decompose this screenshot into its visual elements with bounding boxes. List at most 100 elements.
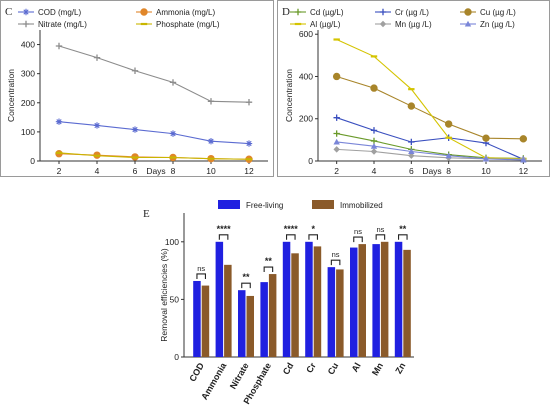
panel-c-data-point: [93, 54, 101, 61]
panel-c-legend-label: Ammonia (mg/L): [156, 8, 215, 17]
panel-c-legend-marker: [22, 8, 30, 16]
bar-legend-swatch: [312, 200, 334, 209]
panel-c-frame: [0, 0, 274, 177]
panel-d-series-line: [336, 39, 524, 160]
panel-d-data-point: [407, 102, 416, 110]
panel-d-letter: D: [282, 6, 290, 18]
bar-category-label: Cu: [326, 361, 341, 376]
panel-c-ylabel: Concentration: [6, 69, 16, 122]
bar-category-label: COD: [187, 361, 206, 384]
bar-free-living: [215, 241, 224, 357]
bar-ytick-label: 100: [165, 237, 179, 247]
panel-c-data-point: [169, 130, 177, 137]
panel-e-letter: E: [143, 208, 150, 220]
panel-c-xlabel: Days: [146, 166, 165, 176]
panel-c-data-point: [93, 122, 101, 129]
significance-label: *: [311, 224, 315, 234]
bar-immobilized: [336, 269, 344, 357]
significance-bracket: [308, 234, 318, 240]
significance-label: ns: [197, 264, 205, 273]
panel-d-xtick-label: 8: [446, 166, 451, 176]
bar-free-living: [394, 241, 403, 357]
panel-c-series-line: [58, 152, 250, 160]
panel-c-data-point: [131, 126, 139, 133]
panel-c: C 0 100 200 300 400 2 4 6 8 10 12 Days Concentration…: [0, 0, 274, 177]
panel-d-legend-marker: [294, 8, 302, 16]
panel-c-legend-label: Nitrate (mg/L): [38, 20, 87, 29]
panel-d-ylabel: Concentration: [284, 69, 294, 122]
bar-category-label: Nitrate: [228, 361, 251, 391]
bar-free-living: [193, 280, 201, 357]
panel-c-xtick-label: 8: [171, 166, 176, 176]
panel-d-ytick-label: 0: [308, 156, 313, 166]
panel-d-xtick-label: 6: [409, 166, 414, 176]
bar-immobilized: [380, 241, 389, 357]
panel-d-legend-marker: [464, 8, 472, 16]
bar-immobilized: [313, 246, 322, 357]
significance-bracket: [398, 234, 408, 240]
bar-immobilized: [201, 285, 210, 357]
panel-d-legend-marker: [464, 20, 472, 27]
panel-d-data-point: [333, 114, 340, 121]
panel-d-ytick-label: 400: [299, 71, 313, 81]
bar-free-living: [260, 282, 268, 357]
panel-d: D 0 200 400 600 2 4 6 8 10 12 Days Concentration Cd …: [277, 0, 550, 177]
panel-d-xtick-label: 10: [481, 166, 491, 176]
bar-immobilized: [403, 249, 411, 357]
panel-d-data-point: [408, 138, 415, 146]
panel-d-legend-label: Zn (µg /L): [480, 20, 515, 29]
bar-immobilized: [224, 264, 232, 357]
panel-d-data-point: [333, 146, 340, 153]
panel-d-xlabel: Days: [422, 166, 441, 176]
significance-label: **: [399, 224, 407, 234]
significance-bracket: [218, 234, 229, 240]
panel-c-xtick-label: 10: [206, 166, 216, 176]
bar-free-living: [372, 244, 380, 357]
bar-category-label: Zn: [393, 361, 407, 376]
bar-free-living: [327, 267, 336, 357]
panel-c-letter: C: [5, 6, 12, 18]
panel-c-legend-marker: [22, 20, 30, 28]
bar-free-living: [238, 290, 246, 357]
panel-c-data-point: [169, 79, 177, 86]
panel-c-data-point: [245, 140, 253, 147]
panel-c-data-point: [131, 67, 139, 74]
panel-d-legend-marker: [379, 8, 387, 16]
panel-c-xtick-label: 12: [244, 166, 254, 176]
panel-d-data-point: [444, 120, 453, 128]
panel-d-data-point: [370, 148, 378, 155]
bar-immobilized: [291, 253, 299, 357]
panel-d-legend-marker: [379, 20, 387, 28]
panel-d-data-point: [445, 152, 452, 159]
panel-c-ytick-label: 200: [21, 98, 35, 108]
panel-d-legend-label: Al (µg/L): [310, 20, 341, 29]
panel-d-data-point: [370, 127, 378, 134]
panel-c-data-point: [245, 98, 253, 106]
significance-bracket: [263, 266, 274, 273]
bar-category-label: Cr: [304, 361, 318, 375]
bar-free-living: [350, 247, 358, 357]
panel-d-data-point: [332, 72, 341, 81]
panel-c-data-point: [207, 98, 215, 105]
panel-d-xtick-label: 4: [372, 166, 377, 176]
panel-d-xtick-label: 2: [334, 166, 339, 176]
significance-label: **: [242, 272, 250, 282]
panel-d-data-point: [370, 143, 378, 149]
panel-c-legend-label: Phosphate (mg/L): [156, 20, 220, 29]
panel-d-data-point: [519, 135, 528, 143]
bar-ytick-label: 50: [170, 294, 180, 304]
bar-legend-label: Immobilized: [340, 201, 383, 210]
bar-ylabel: Removal efficiencies (%): [159, 248, 169, 342]
panel-c-data-point: [55, 42, 63, 50]
panel-d-legend-label: Cd (µg/L): [310, 8, 344, 17]
panel-c-xtick-label: 2: [57, 166, 62, 176]
panel-c-series-line: [58, 121, 250, 145]
significance-label: ****: [217, 224, 232, 234]
panel-d-data-point: [408, 148, 415, 155]
panel-c-legend-label: COD (mg/L): [38, 8, 81, 17]
panel-d-data-point: [370, 84, 378, 92]
bar-immobilized: [268, 274, 277, 357]
panel-c-xtick-label: 6: [133, 166, 138, 176]
